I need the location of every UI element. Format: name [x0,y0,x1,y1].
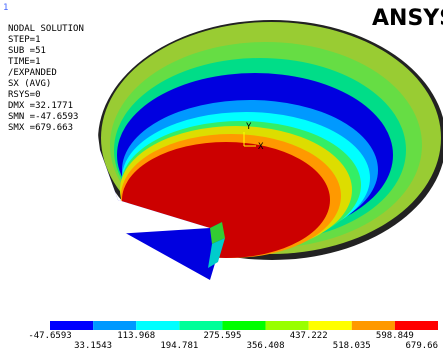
legend-swatch [222,321,266,330]
legend-label: 275.595 [203,331,241,341]
info-line: RSYS=0 [8,90,41,100]
info-line: SUB =51 [8,46,46,56]
info-line: SMX =679.663 [8,123,73,133]
info-line: SX (AVG) [8,79,51,89]
cut-edge [210,222,225,244]
info-line: SMN =-47.6593 [8,112,78,122]
legend-swatch [394,321,438,330]
legend-label: 194.781 [160,341,198,351]
legend-label: -47.6593 [28,331,71,341]
cut-edge [208,238,225,268]
triad: Y X [243,122,264,152]
legend-label: 679.66 [405,341,438,351]
logo: ANSYS [372,6,443,31]
model [70,20,443,280]
info-line: STEP=1 [8,35,41,45]
triad-label: Y [246,122,252,132]
info-line: DMX =32.1771 [8,101,73,111]
legend-swatch [351,321,395,330]
info-line: /EXPANDED [8,68,57,78]
legend-label: 113.968 [117,331,155,341]
legend-swatch [179,321,223,330]
legend-label: 437.222 [290,331,328,341]
info-line: NODAL SOLUTION [8,24,84,34]
legend-label: 598.849 [376,331,414,341]
legend-label: 356.408 [247,341,285,351]
info-line: TIME=1 [8,57,41,67]
cut-gap [70,120,210,235]
legend: -47.6593 113.968 275.595 437.222 598.849 33.1… [28,321,438,351]
legend-swatch [136,321,180,330]
legend-swatch [93,321,137,330]
legend-swatch [50,321,94,330]
legend-label: 518.035 [333,341,371,351]
window-number: 1 [3,3,8,13]
legend-label: 33.1543 [74,341,112,351]
legend-swatch [265,321,309,330]
legend-swatch [308,321,352,330]
triad-label: X [258,142,264,152]
